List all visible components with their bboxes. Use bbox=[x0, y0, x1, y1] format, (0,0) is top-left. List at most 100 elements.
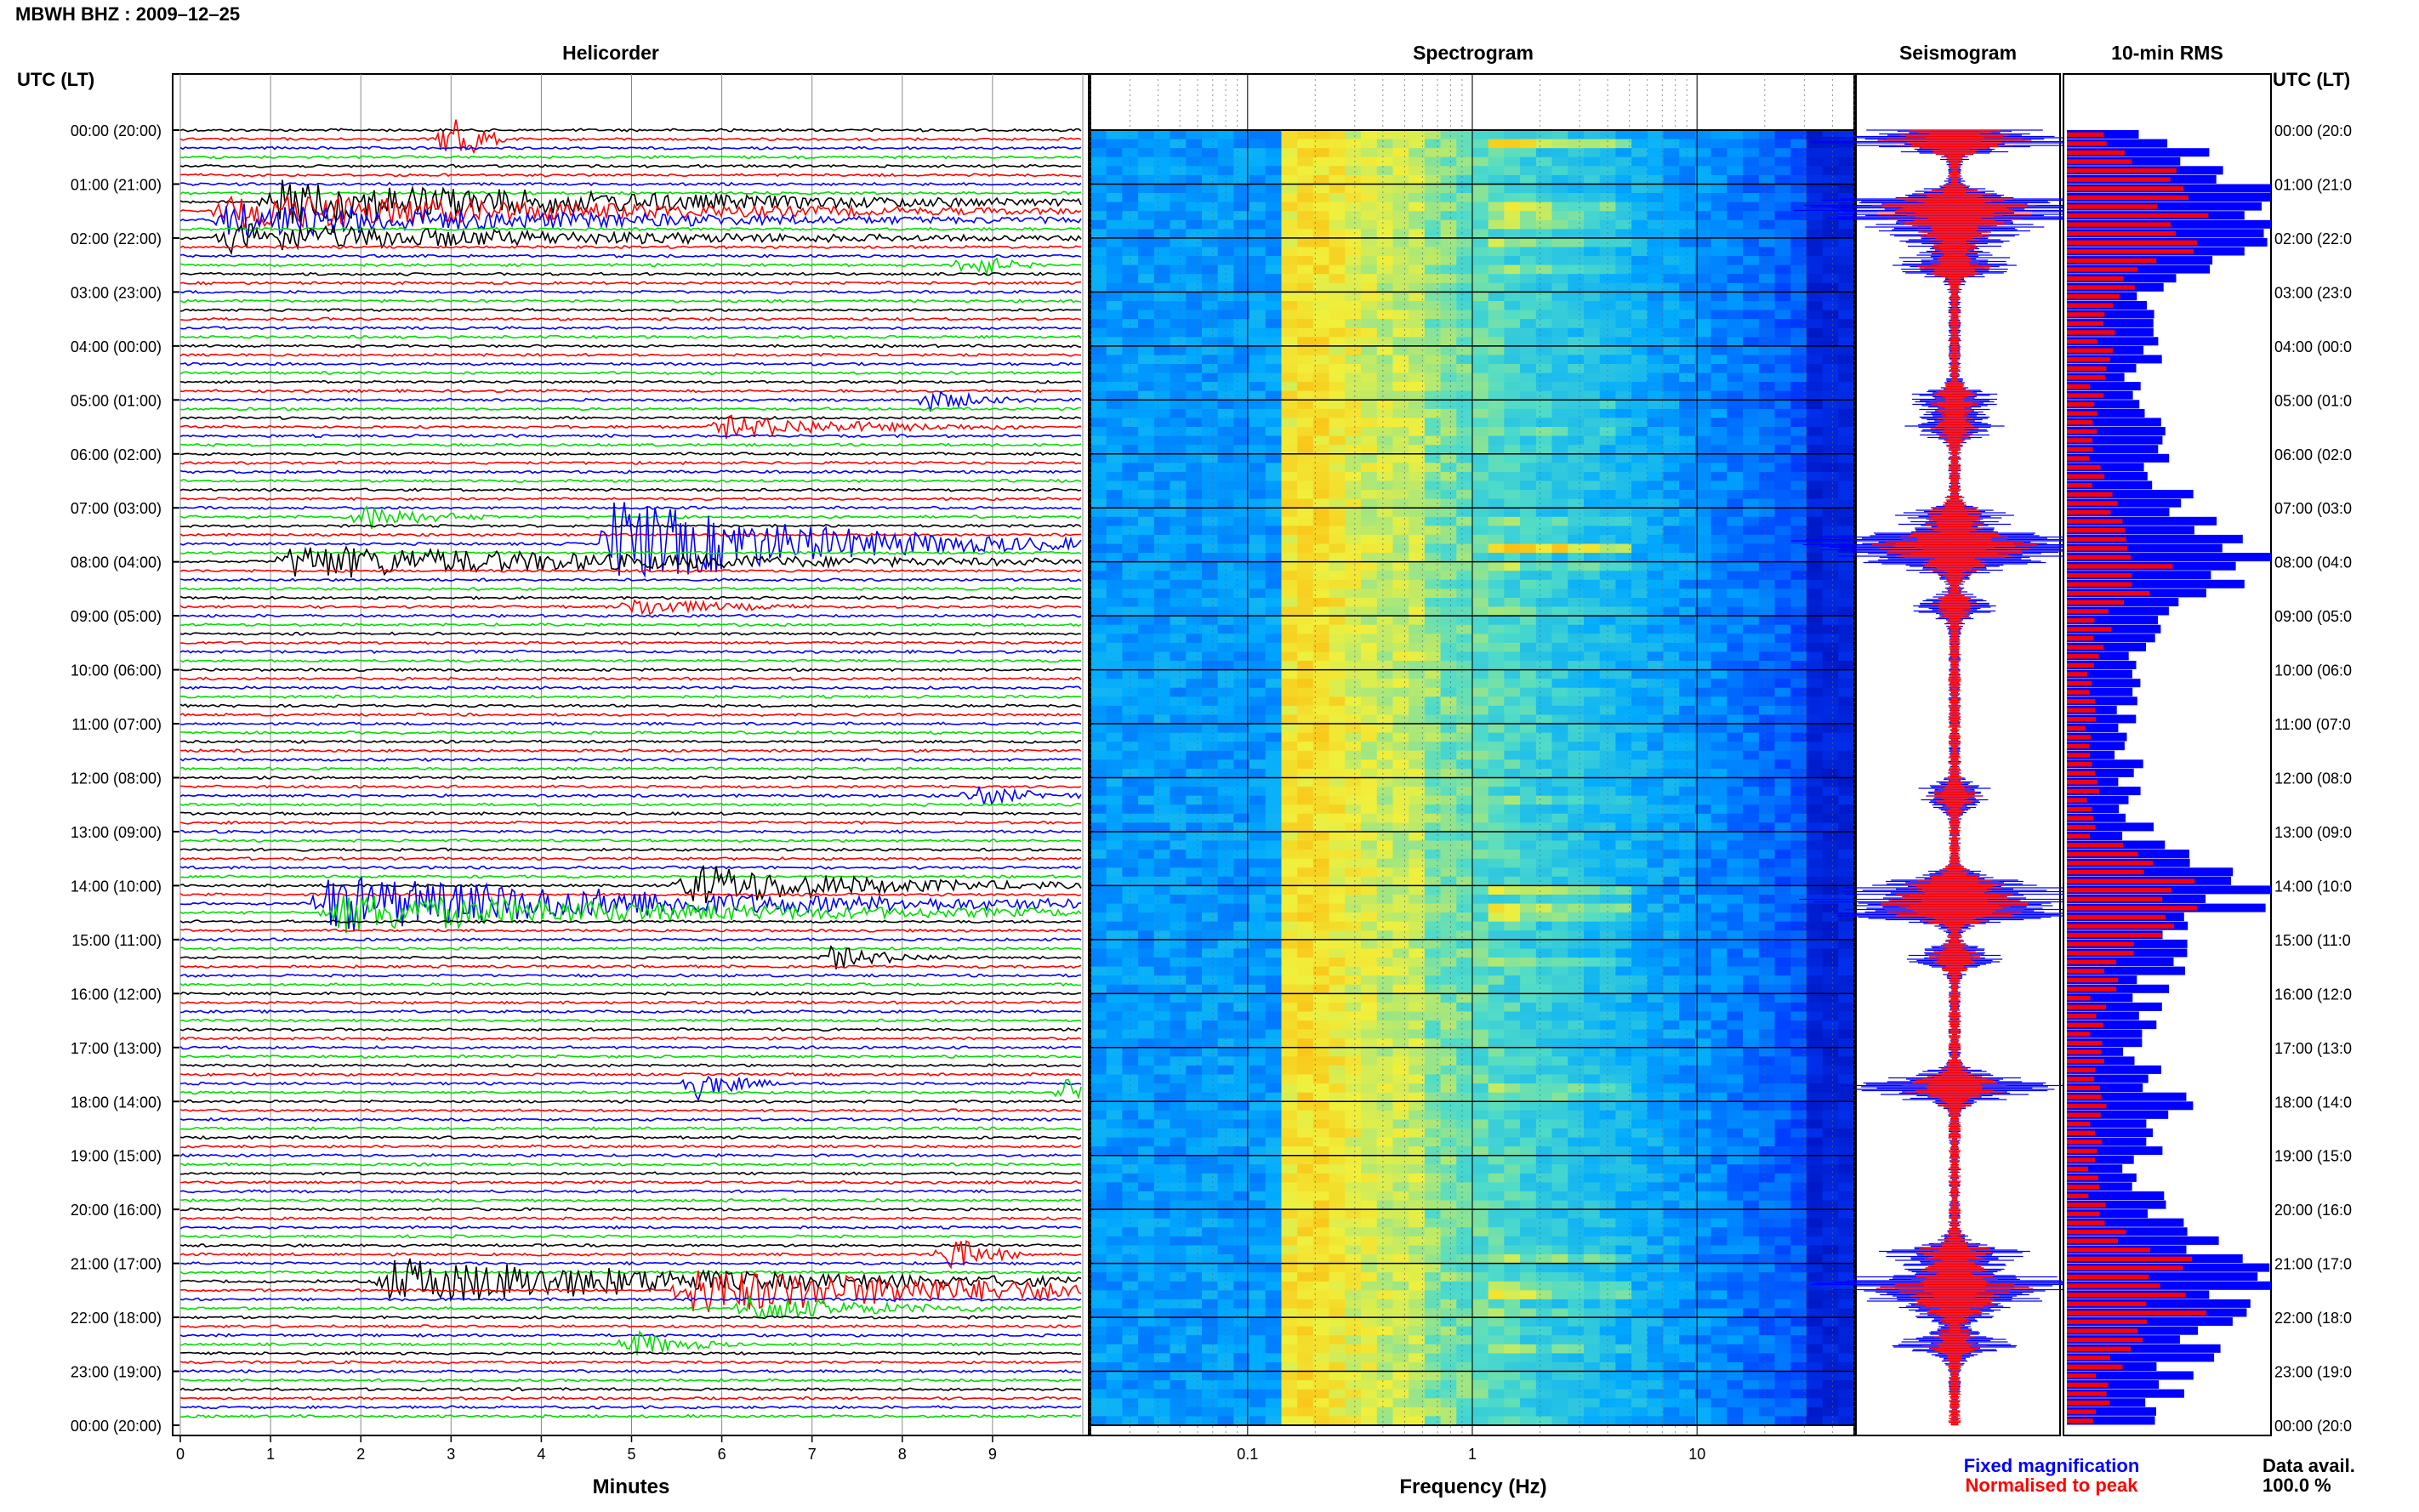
spectrogram-cell bbox=[1138, 174, 1155, 185]
spectrogram-cell bbox=[1392, 742, 1409, 752]
spectrogram-cell bbox=[1758, 651, 1776, 662]
spectrogram-cell bbox=[1409, 480, 1426, 491]
spectrogram-cell bbox=[1758, 148, 1776, 158]
spectrogram-cell bbox=[1647, 184, 1665, 194]
spectrogram-cell bbox=[1694, 471, 1712, 482]
spectrogram-cell bbox=[1217, 327, 1234, 338]
spectrogram-cell bbox=[1551, 561, 1568, 571]
spectrogram-cell bbox=[1281, 543, 1298, 554]
spectrogram-cell bbox=[1710, 498, 1727, 509]
spectrogram-cell bbox=[1122, 921, 1139, 931]
spectrogram-cell bbox=[1281, 471, 1298, 482]
spectrogram-cell bbox=[1456, 895, 1473, 905]
spectrogram-cell bbox=[1822, 858, 1839, 868]
spectrogram-cell bbox=[1376, 822, 1394, 833]
spectrogram-cell bbox=[1615, 795, 1632, 805]
spectrogram-cell bbox=[1488, 624, 1505, 634]
spectrogram-cell bbox=[1202, 912, 1219, 923]
spectrogram-cell bbox=[1409, 787, 1426, 797]
spectrogram-cell bbox=[1504, 390, 1521, 401]
spectrogram-cell bbox=[1329, 624, 1346, 634]
spectrogram-cell bbox=[1806, 256, 1824, 266]
spectrogram-cell bbox=[1647, 498, 1665, 509]
spectrogram-cell bbox=[1584, 598, 1601, 608]
spectrogram-cell bbox=[1694, 139, 1712, 149]
spectrogram-cell bbox=[1806, 598, 1824, 608]
spectrogram-cell bbox=[1186, 390, 1203, 401]
spectrogram-cell bbox=[1599, 975, 1616, 986]
spectrogram-cell bbox=[1106, 606, 1123, 617]
spectrogram-cell bbox=[1551, 274, 1568, 284]
spectrogram-cell bbox=[1122, 616, 1139, 626]
spectrogram-cell bbox=[1424, 1029, 1442, 1039]
spectrogram-cell bbox=[1727, 822, 1744, 833]
spectrogram-cell bbox=[1153, 382, 1171, 392]
spectrogram-cell bbox=[1233, 553, 1250, 563]
spectrogram-cell bbox=[1170, 292, 1187, 302]
spectrogram-cell bbox=[1694, 130, 1712, 140]
spectrogram-cell bbox=[1265, 372, 1283, 383]
spectrogram-cell bbox=[1186, 534, 1203, 545]
spectrogram-cell bbox=[1472, 1020, 1489, 1031]
helicorder-trace bbox=[179, 308, 1082, 313]
spectrogram-cell bbox=[1392, 148, 1409, 158]
spectrogram-cell bbox=[1153, 966, 1171, 976]
spectrogram-cell bbox=[1694, 579, 1712, 589]
spectrogram-cell bbox=[1774, 885, 1791, 895]
spectrogram-cell bbox=[1122, 480, 1139, 491]
spectrogram-cell bbox=[1345, 408, 1362, 419]
spectrogram-cell bbox=[1774, 732, 1791, 742]
spectrogram-cell bbox=[1727, 606, 1744, 617]
spectrogram-cell bbox=[1504, 958, 1521, 968]
spectrogram-cell bbox=[1297, 714, 1314, 725]
spectrogram-cell bbox=[1647, 453, 1665, 463]
spectrogram-cell bbox=[1345, 669, 1362, 679]
spectrogram-cell bbox=[1472, 148, 1489, 158]
spectrogram-cell bbox=[1584, 930, 1601, 941]
spectrogram-cell bbox=[1806, 876, 1824, 886]
spectrogram-cell bbox=[1106, 390, 1123, 401]
spectrogram-cell bbox=[1806, 858, 1824, 868]
spectrogram-cell bbox=[1106, 777, 1123, 787]
spectrogram-cell bbox=[1297, 958, 1314, 968]
spectrogram-cell bbox=[1663, 661, 1680, 671]
spectrogram-cell bbox=[1584, 777, 1601, 787]
spectrogram-cell bbox=[1551, 930, 1568, 941]
spectrogram-cell bbox=[1202, 319, 1219, 329]
spectrogram-cell bbox=[1297, 327, 1314, 338]
spectrogram-cell bbox=[1329, 508, 1346, 518]
spectrogram-cell bbox=[1281, 571, 1298, 581]
spectrogram-cell bbox=[1106, 193, 1123, 203]
spectrogram-cell bbox=[1758, 237, 1776, 248]
spectrogram-cell bbox=[1647, 534, 1665, 545]
spectrogram-cell bbox=[1297, 651, 1314, 662]
spectrogram-cell bbox=[1153, 858, 1171, 868]
spectrogram-cell bbox=[1249, 526, 1266, 536]
spectrogram-cell bbox=[1345, 364, 1362, 374]
spectrogram-cell bbox=[1727, 679, 1744, 689]
spectrogram-cell bbox=[1312, 453, 1330, 463]
spectrogram-cell bbox=[1758, 705, 1776, 716]
spectrogram-cell bbox=[1663, 427, 1680, 437]
spectrogram-cell bbox=[1743, 958, 1760, 968]
spectrogram-cell bbox=[1727, 867, 1744, 878]
helicorder-trace bbox=[179, 388, 1082, 394]
spectrogram-cell bbox=[1743, 993, 1760, 1003]
spectrogram-cell bbox=[1392, 327, 1409, 338]
spectrogram-cell bbox=[1138, 561, 1155, 571]
spectrogram-cell bbox=[1153, 364, 1171, 374]
spectrogram-cell bbox=[1790, 598, 1807, 608]
spectrogram-cell bbox=[1806, 579, 1824, 589]
spectrogram-cell bbox=[1297, 822, 1314, 833]
spectrogram-cell bbox=[1138, 571, 1155, 581]
spectrogram-cell bbox=[1535, 804, 1553, 815]
spectrogram-cell bbox=[1409, 435, 1426, 446]
spectrogram-cell bbox=[1345, 787, 1362, 797]
spectrogram-cell bbox=[1297, 166, 1314, 176]
spectrogram-cell bbox=[1679, 319, 1696, 329]
spectrogram-cell bbox=[1710, 480, 1727, 491]
spectrogram-cell bbox=[1186, 508, 1203, 518]
spectrogram-cell bbox=[1392, 382, 1409, 392]
spectrogram-cell bbox=[1727, 624, 1744, 634]
spectrogram-cell bbox=[1329, 921, 1346, 931]
